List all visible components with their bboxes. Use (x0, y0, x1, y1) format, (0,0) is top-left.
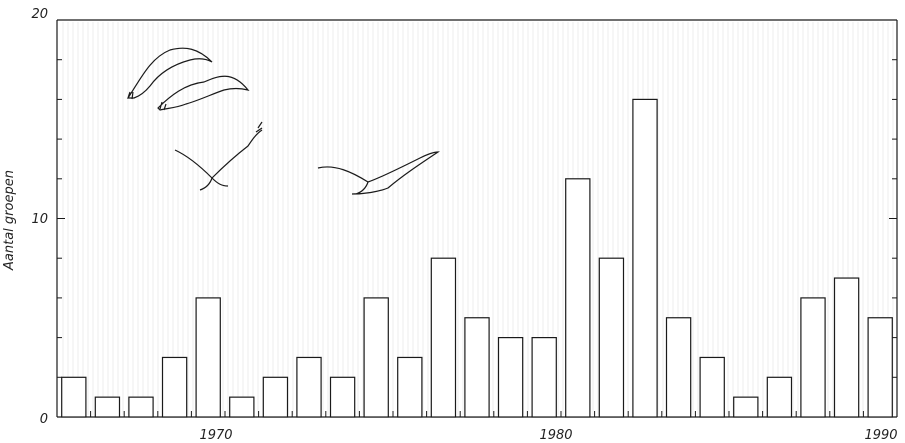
bar-1988 (801, 298, 825, 417)
bar-1980 (532, 338, 556, 417)
bar-1976 (398, 357, 422, 417)
bar-1979 (499, 338, 523, 417)
bar-1981 (566, 179, 590, 417)
bar-1970 (196, 298, 220, 417)
bar-1990 (868, 318, 892, 417)
bar-1966 (62, 377, 86, 417)
bar-1974 (331, 377, 355, 417)
y-tick-label-10: 10 (31, 212, 48, 227)
crane-icon (128, 48, 212, 99)
bar-1984 (667, 318, 691, 417)
bar-1986 (734, 397, 758, 417)
x-tick-label-1990: 1990 (864, 428, 897, 443)
x-tick-label-1980: 1980 (539, 428, 572, 443)
bar-1971 (230, 397, 254, 417)
bar-1969 (163, 357, 187, 417)
bar-1972 (263, 377, 287, 417)
bar-1982 (599, 258, 623, 417)
y-tick-label-0: 0 (40, 412, 48, 427)
bar-1989 (835, 278, 859, 417)
y-axis-label: Aantal groepen (2, 140, 30, 300)
bar-1973 (297, 357, 321, 417)
x-tick-label-1970: 1970 (199, 428, 232, 443)
bar-1977 (431, 258, 455, 417)
bar-1987 (767, 377, 791, 417)
bar-1968 (129, 397, 153, 417)
bar-1983 (633, 99, 657, 417)
bar-1967 (95, 397, 119, 417)
bar-1985 (700, 357, 724, 417)
bar-1978 (465, 318, 489, 417)
y-tick-label-20: 20 (31, 7, 48, 22)
bar-1975 (364, 298, 388, 417)
